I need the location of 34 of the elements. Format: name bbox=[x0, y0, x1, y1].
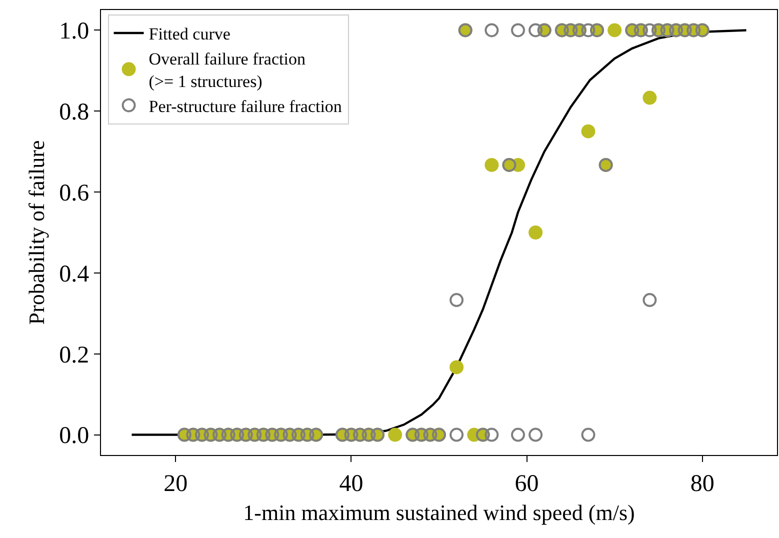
point bbox=[528, 428, 543, 442]
y-tick-label: 1.0 bbox=[59, 18, 90, 45]
point bbox=[484, 428, 499, 442]
point bbox=[511, 428, 526, 442]
y-tick-label: 0.6 bbox=[59, 180, 90, 206]
x-tick-label: 20 bbox=[164, 470, 188, 497]
point bbox=[642, 23, 657, 38]
y-tick-label: 0.0 bbox=[59, 423, 90, 450]
point bbox=[581, 124, 596, 138]
point bbox=[642, 293, 657, 308]
y-tick-label: 0.8 bbox=[59, 100, 90, 126]
point bbox=[450, 428, 464, 442]
x-axis-title: 1-min maximum sustained wind speed (m/s) bbox=[243, 500, 635, 525]
point bbox=[511, 23, 526, 38]
point bbox=[484, 158, 499, 172]
point bbox=[642, 90, 657, 105]
x-tick-label: 40 bbox=[339, 470, 364, 497]
point bbox=[450, 360, 464, 374]
x-tick-label: 60 bbox=[514, 470, 539, 497]
point bbox=[528, 226, 543, 240]
point bbox=[608, 23, 622, 38]
y-tick-label: 0.4 bbox=[59, 261, 90, 288]
legend-label: Overall failure fraction (>= 1 structures) bbox=[148, 50, 306, 91]
y-axis-title: Probability of failure bbox=[24, 140, 49, 325]
x-tick-label: 80 bbox=[690, 470, 714, 497]
point bbox=[484, 23, 499, 38]
point bbox=[581, 428, 596, 442]
point bbox=[528, 23, 543, 38]
point bbox=[581, 23, 596, 38]
point bbox=[450, 293, 464, 308]
legend-label: Per-structure failure fraction bbox=[148, 96, 342, 116]
point bbox=[388, 428, 402, 442]
y-tick-label: 0.2 bbox=[59, 342, 90, 368]
legend-label: Fitted curve bbox=[148, 24, 230, 44]
